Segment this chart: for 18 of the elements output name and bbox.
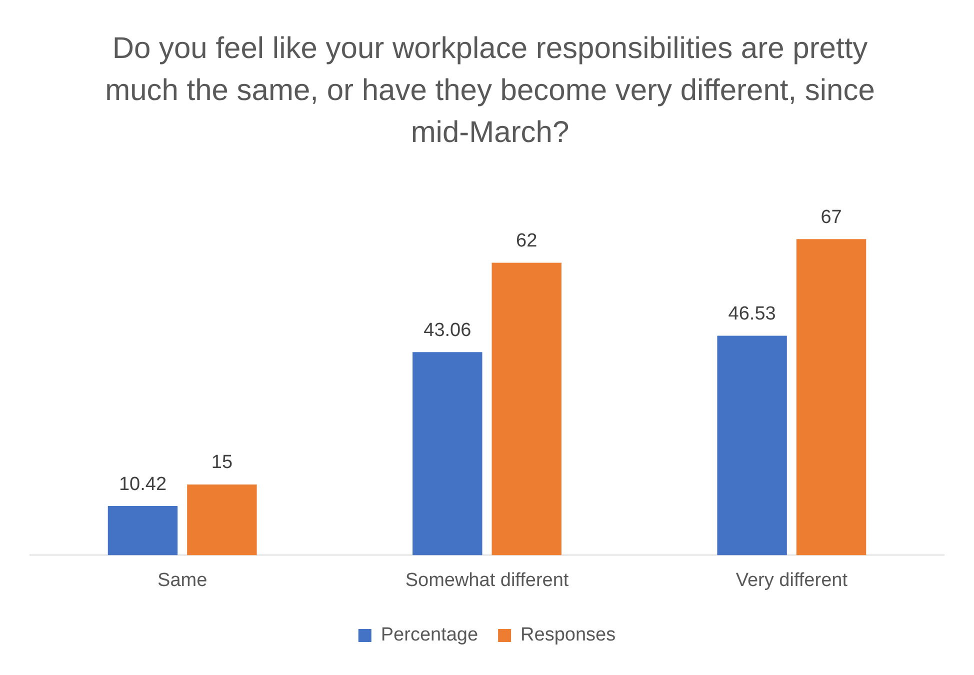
bar: [108, 506, 178, 556]
legend-label: Percentage: [380, 624, 478, 646]
data-label: 46.53: [728, 303, 776, 324]
bar: [796, 239, 866, 556]
legend-label: Responses: [520, 624, 616, 646]
bar: [187, 484, 257, 556]
data-label: 62: [516, 230, 538, 252]
data-label: 10.42: [118, 474, 166, 495]
bar: [492, 262, 562, 556]
bar: [412, 352, 482, 556]
data-label: 15: [211, 452, 233, 474]
chart-title: Do you feel like your workplace responsibilities are pretty much the same, or have they become very different, since mid-March?: [104, 31, 876, 151]
bar: [717, 336, 787, 556]
x-tick-label: Same: [158, 570, 208, 591]
data-label: 67: [820, 206, 842, 228]
x-tick-label: Somewhat different: [405, 570, 570, 591]
data-label: 43.06: [424, 320, 472, 341]
x-tick-label: Very different: [736, 570, 848, 591]
